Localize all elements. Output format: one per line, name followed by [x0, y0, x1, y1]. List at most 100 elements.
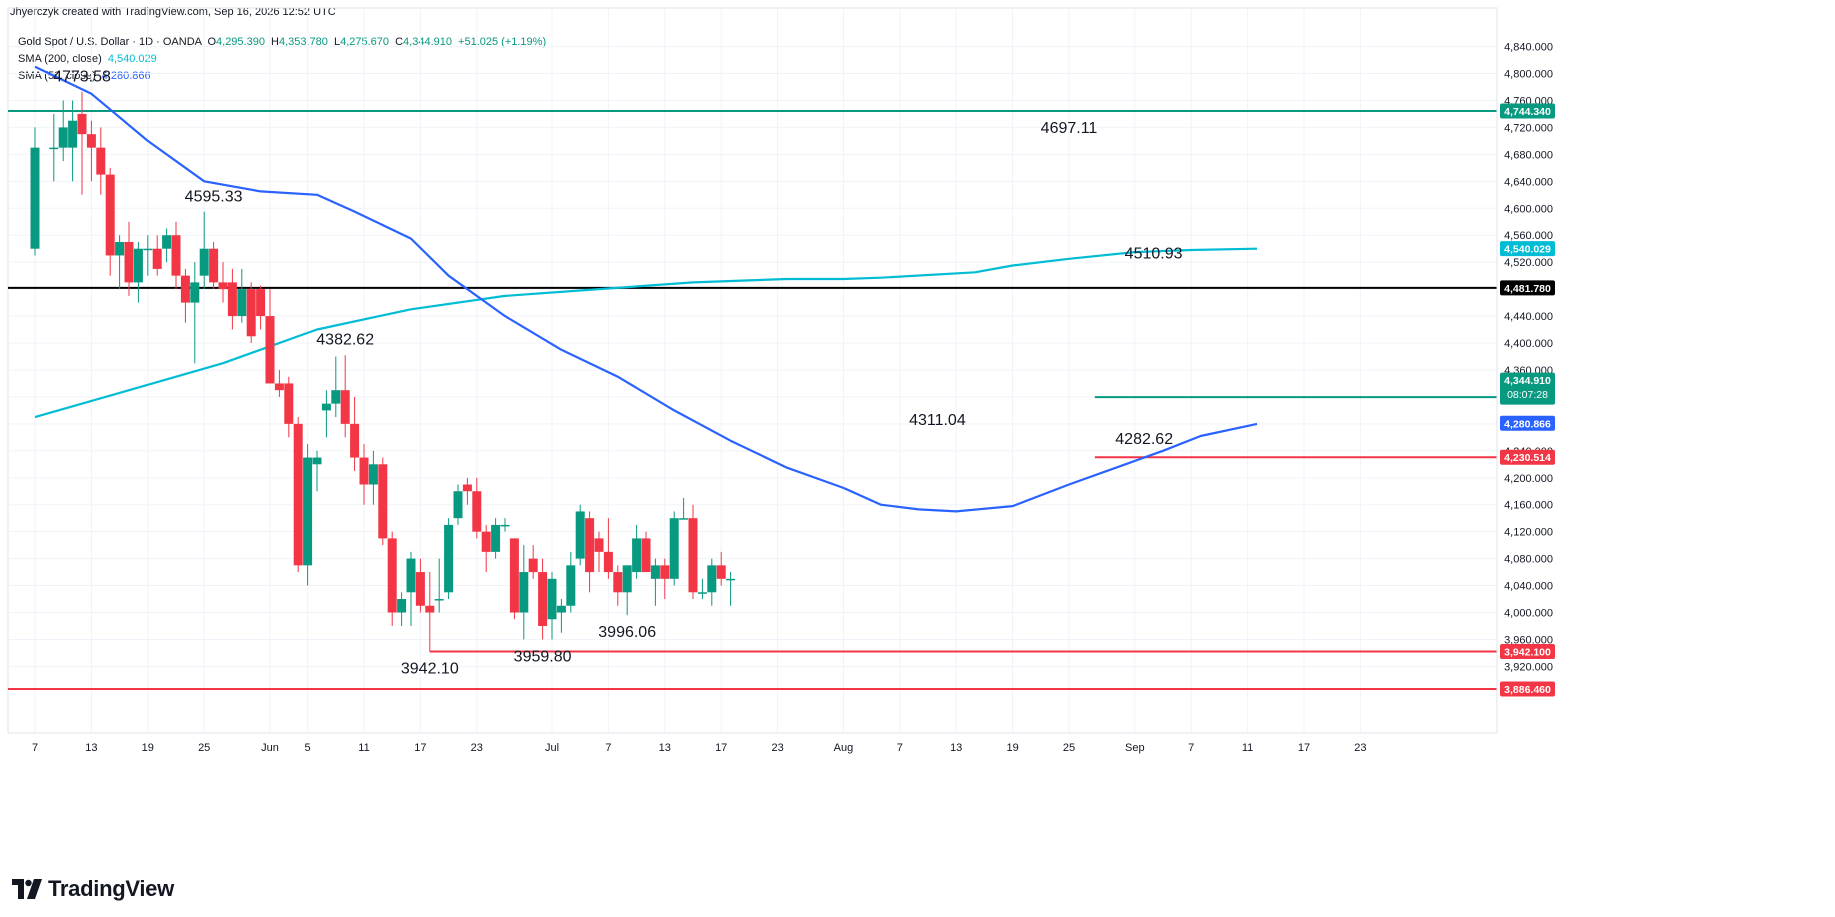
candle-body	[472, 491, 482, 532]
price-tick-label: 4,000.000	[1504, 608, 1553, 620]
candle-up	[133, 241, 143, 303]
candle-body	[613, 572, 623, 593]
candle-body	[406, 558, 416, 593]
chart-grid	[7, 7, 1498, 734]
price-tick-label: 3,920.000	[1504, 661, 1553, 673]
ohlc-open-label: O	[207, 36, 217, 48]
candle-down	[274, 369, 284, 397]
price-tick-label: 4,680.000	[1504, 149, 1553, 161]
candle-body	[162, 235, 172, 249]
candle-down	[472, 477, 482, 539]
price-tick-label: 4,200.000	[1504, 473, 1553, 485]
price-tag: 3,942.100	[1500, 644, 1555, 660]
time-tick-label: 7	[605, 742, 611, 754]
ohlc-low-label: L	[333, 36, 341, 48]
candle-body	[603, 551, 613, 573]
candle-body	[726, 578, 736, 581]
time-tick-label: 7	[1188, 742, 1194, 754]
time-tick-label: 23	[1354, 742, 1366, 754]
candle-body	[378, 464, 388, 539]
candle-body	[650, 565, 660, 579]
price-tick-label: 4,640.000	[1504, 176, 1553, 188]
tradingview-brand: TradingView	[48, 876, 174, 901]
time-tick-label: 7	[897, 742, 903, 754]
candle-up	[491, 518, 501, 559]
candle-up	[575, 504, 585, 566]
symbol-ohlc-row[interactable]: Gold Spot / U.S. Dollar · 1D · OANDA O4,…	[18, 34, 546, 51]
horizontal-levels	[8, 110, 1497, 690]
candle-body	[227, 282, 237, 317]
price-tick-label: 3,960.000	[1504, 634, 1553, 646]
sma200-legend-row[interactable]: SMA (200, close) 4,540.029	[18, 51, 546, 68]
tradingview-logo[interactable]: TradingView	[12, 876, 174, 902]
candle-body	[444, 524, 454, 593]
price-annotation: 4697.11	[1041, 120, 1098, 137]
price-tick-label: 4,440.000	[1504, 311, 1553, 323]
candle-down	[415, 558, 425, 613]
price-tag-countdown: 08:07:28	[1507, 389, 1548, 401]
price-tag-bg	[1500, 280, 1555, 296]
candle-body	[528, 558, 538, 573]
candle-body	[622, 565, 632, 593]
price-tag-bg	[1500, 372, 1555, 403]
candle-body	[265, 316, 275, 384]
price-annotations: 4773.58 4595.33 4382.62 3942.10 3959.80 3996.…	[53, 68, 1183, 677]
candle-body	[387, 538, 397, 613]
candle-body	[237, 289, 247, 317]
candle-body	[641, 538, 651, 573]
price-annotation: 4773.58	[53, 68, 111, 85]
price-tick-label: 4,120.000	[1504, 527, 1553, 539]
candle-body	[397, 599, 407, 613]
candle-body	[96, 147, 106, 175]
candle-body	[707, 565, 717, 593]
candle-down	[359, 444, 369, 505]
ohlc-open-value: 4,295.390	[216, 36, 265, 48]
candle-down	[585, 511, 595, 593]
time-tick-label: 19	[142, 742, 154, 754]
price-tick-label: 4,560.000	[1504, 230, 1553, 242]
price-tag-label: 4,280.866	[1504, 418, 1551, 430]
sma50-legend-row[interactable]: SMA (50, close) 4,280.866	[18, 68, 546, 85]
time-axis: 7 13 19 25 Jun 5 11 17 23 Jul 7 13 17 23 Aug 7 13 19 25 Sep…	[8, 732, 1497, 754]
candle-body	[30, 147, 40, 249]
time-tick-label: 13	[85, 742, 97, 754]
candle-down	[594, 531, 604, 573]
price-annotation: 4311.04	[909, 412, 966, 429]
candle-body	[293, 423, 303, 566]
candle-up	[143, 235, 153, 276]
candle-body	[538, 572, 548, 626]
price-tick-label: 4,520.000	[1504, 257, 1553, 269]
candle-body	[491, 524, 501, 552]
time-tick-label: 17	[414, 742, 426, 754]
candle-down	[528, 545, 538, 579]
symbol-name[interactable]: Gold Spot / U.S. Dollar · 1D · OANDA	[18, 36, 202, 48]
time-tick-label: 7	[32, 742, 38, 754]
candle-body	[632, 538, 642, 573]
candle-body	[434, 599, 444, 601]
candle-down	[105, 167, 115, 276]
candle-body	[519, 572, 529, 613]
candle-body	[340, 390, 350, 424]
candle-body	[115, 241, 125, 256]
candle-up	[162, 228, 172, 263]
candle-body	[669, 518, 679, 579]
candle-body	[312, 457, 322, 465]
price-tick-label: 4,720.000	[1504, 122, 1553, 134]
ohlc-change: +51.025 (+1.19%)	[458, 36, 547, 48]
time-tick-label: Jul	[545, 742, 559, 754]
price-tick-label: 4,800.000	[1504, 69, 1553, 81]
price-tag-bg	[1500, 644, 1555, 660]
time-tick-label: 11	[358, 742, 369, 754]
candle-up	[726, 572, 736, 606]
candle-body	[462, 484, 472, 492]
candle-up	[303, 444, 313, 586]
candle-up	[397, 592, 407, 626]
price-tag: 4,344.910 08:07:28	[1500, 372, 1555, 403]
candle-body	[500, 524, 510, 527]
candle-up	[434, 558, 444, 613]
time-tick-label: 17	[1298, 742, 1310, 754]
price-annotation: 4382.62	[316, 332, 374, 349]
candle-body	[105, 174, 115, 256]
candle-up	[453, 484, 463, 525]
